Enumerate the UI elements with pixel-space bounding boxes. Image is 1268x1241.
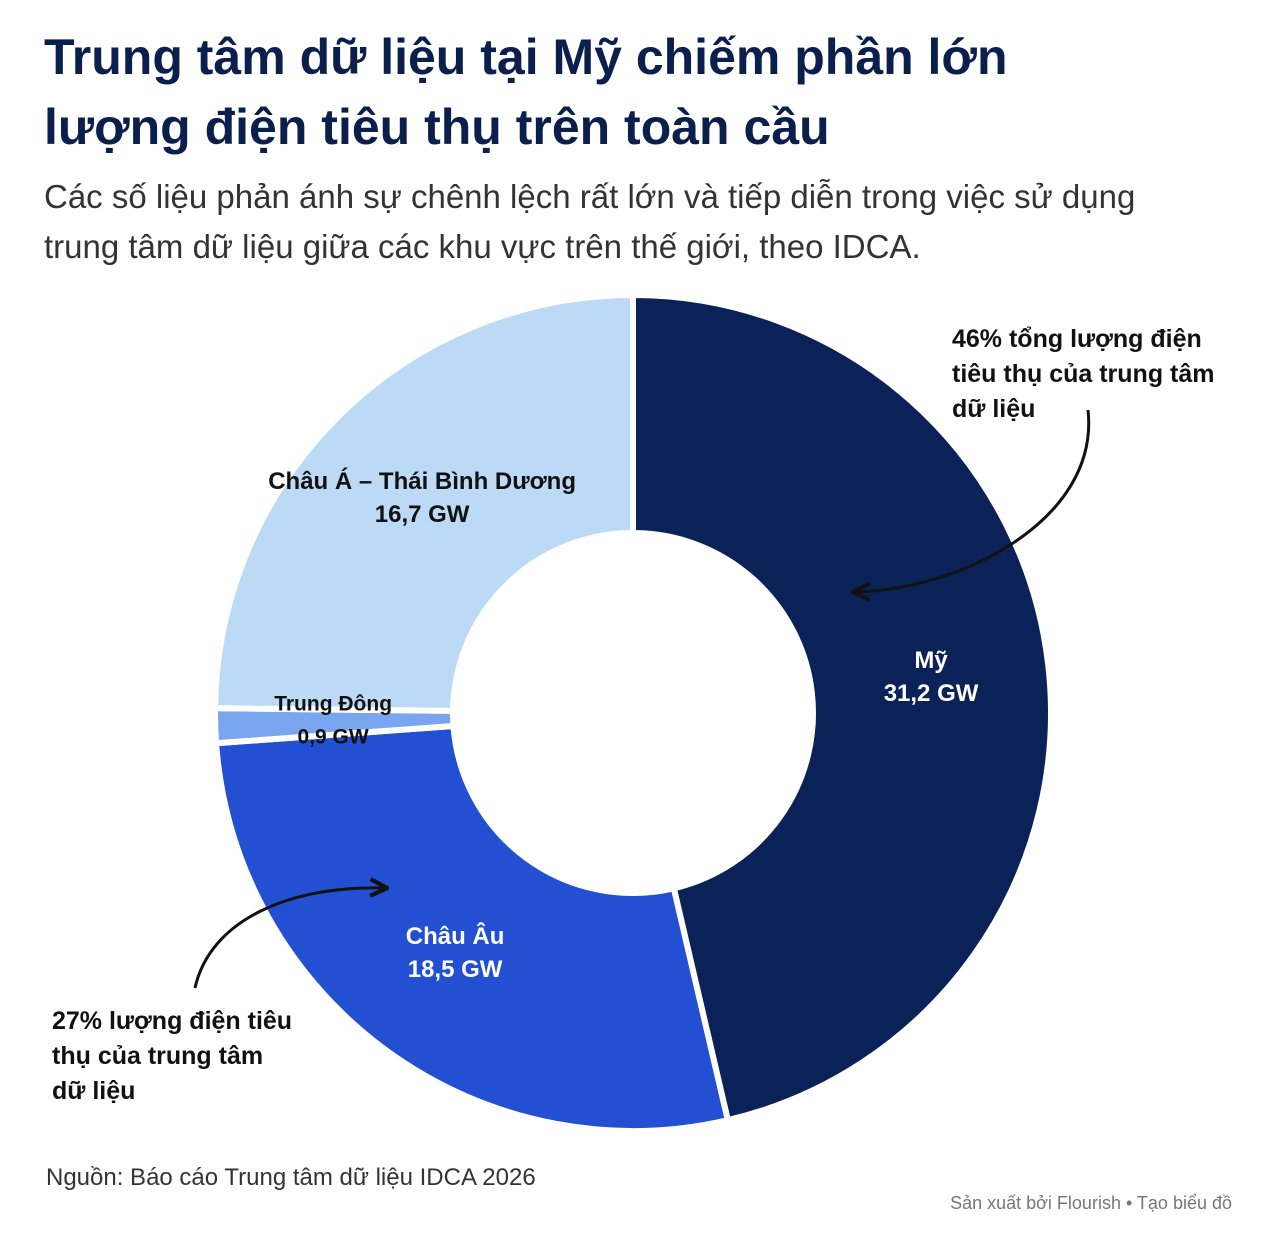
value-label: 0,9 GW — [298, 726, 369, 749]
annotation: 27% lượng điện tiêu thụ của trung tâm dữ… — [52, 1007, 293, 1105]
value-label: 18,5 GW — [408, 956, 503, 983]
chart-subtitle: Các số liệu phản ánh sự chênh lệch rất l… — [44, 178, 1136, 265]
segment-label: Châu Á – Thái Bình Dương — [268, 467, 576, 495]
segment-label: Mỹ — [914, 647, 948, 674]
annotation-arrow — [193, 888, 385, 989]
annotation-arrow — [855, 409, 1091, 592]
donut-segment — [213, 723, 731, 1134]
segment-label: Châu Âu — [406, 922, 505, 950]
value-label: 31,2 GW — [884, 680, 979, 707]
footer: Sản xuất bởi Flourish • Tạo biểu đồ — [950, 1193, 1232, 1213]
arcs — [212, 292, 1054, 1134]
chart-title: Trung tâm dữ liệu tại Mỹ chiếm phần lớn … — [44, 29, 1008, 155]
donut-segment — [212, 292, 636, 714]
segment-label: Trung Đông — [274, 693, 392, 716]
value-label: 16,7 GW — [375, 501, 470, 528]
source: Nguồn: Báo cáo Trung tâm dữ liệu IDCA 20… — [46, 1164, 536, 1191]
donut-segment — [630, 292, 1054, 1124]
annotation: 46% tổng lượng điện tiêu thụ của trung t… — [952, 325, 1215, 423]
